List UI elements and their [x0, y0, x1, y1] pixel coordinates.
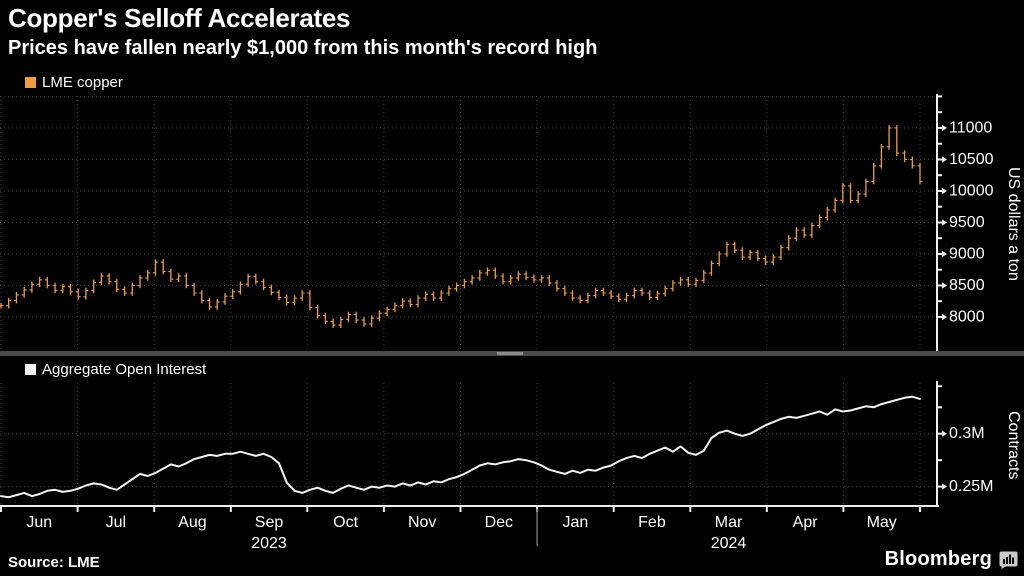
y-major-tick-arrow: [942, 156, 947, 163]
legend-lme-copper: LME copper: [25, 74, 123, 91]
x-month-label: May: [867, 514, 897, 531]
copper-ohlc-openclose-ticks: [0, 127, 923, 326]
y-major-tick-arrow: [942, 250, 947, 258]
y-tick-label: 9500: [949, 214, 985, 231]
y-tick-label: 11000: [949, 119, 992, 136]
y-major-tick-arrow: [942, 282, 947, 289]
x-month-label: Aug: [178, 514, 206, 531]
y-major-tick-arrow: [942, 219, 947, 226]
x-month-label: Jul: [106, 514, 126, 531]
x-month-label: Mar: [715, 514, 743, 531]
y-major-tick-arrow: [942, 313, 947, 321]
y-tick-label: 9000: [949, 246, 985, 263]
y-tick-label: 8000: [949, 309, 985, 326]
x-month-label: Nov: [408, 514, 436, 531]
x-month-label: Jan: [562, 514, 588, 531]
legend-open-interest-label: Aggregate Open Interest: [42, 361, 207, 378]
x-month-label: Feb: [638, 514, 666, 531]
bloomberg-bug-icon: [999, 551, 1018, 569]
panel-divider-handle[interactable]: [497, 352, 523, 355]
copper-series-swatch-icon: [25, 77, 36, 88]
bloomberg-wordmark: Bloomberg: [884, 548, 992, 570]
x-year-label: 2023: [251, 535, 287, 552]
y-major-tick-arrow: [942, 124, 947, 132]
y-major-tick-arrow: [942, 483, 947, 490]
y-tick-label: 10500: [949, 151, 994, 168]
y-axis-title-price: US dollars a ton: [1005, 166, 1022, 281]
copper-ohlc-series: [0, 125, 921, 328]
x-month-label: Apr: [793, 514, 819, 531]
y-tick-label: 0.3M: [949, 425, 985, 442]
x-month-label: Sep: [255, 514, 284, 531]
y-tick-label: 10000: [949, 183, 994, 200]
x-year-label: 2024: [711, 535, 747, 552]
y-tick-label: 8500: [949, 277, 985, 294]
bloomberg-logo: Bloomberg: [885, 548, 1018, 571]
y-tick-label: 0.25M: [949, 478, 993, 495]
x-month-label: Oct: [333, 514, 358, 531]
open-interest-line: [0, 395, 921, 499]
legend-open-interest: Aggregate Open Interest: [25, 361, 206, 378]
page-title: Copper's Selloff Accelerates: [8, 3, 351, 33]
y-major-tick-arrow: [942, 187, 947, 195]
source-attribution: Source: LME: [8, 554, 100, 571]
y-axis-title-contracts: Contracts: [1005, 410, 1022, 480]
page-subtitle: Prices have fallen nearly $1,000 from th…: [8, 37, 598, 59]
panel-divider: [0, 351, 1024, 356]
open-interest-series-swatch-icon: [25, 364, 36, 375]
legend-lme-copper-label: LME copper: [42, 74, 123, 91]
x-month-label: Dec: [485, 514, 513, 531]
y-major-tick-arrow: [942, 430, 947, 437]
x-month-label: Jun: [26, 514, 52, 531]
